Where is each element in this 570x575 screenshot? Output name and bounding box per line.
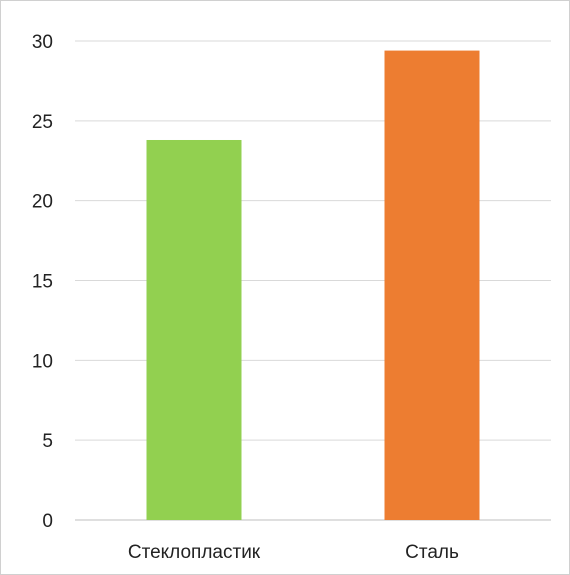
- y-tick-label: 0: [42, 511, 53, 532]
- gridlines: [75, 40, 551, 521]
- y-tick-label: 30: [32, 32, 53, 53]
- bar-1: [146, 139, 242, 520]
- y-tick-label: 20: [32, 192, 53, 213]
- x-category-label: Стеклопластик: [128, 542, 261, 563]
- y-tick-label: 15: [32, 272, 53, 293]
- y-tick-label: 25: [32, 112, 53, 133]
- y-axis-ticks: 0 5 10 15 20 25 30: [32, 32, 53, 532]
- x-axis-categories: Стеклопластик Сталь: [128, 542, 459, 563]
- bar-2: [384, 50, 480, 521]
- bars: [146, 50, 480, 521]
- x-category-label: Сталь: [405, 542, 459, 563]
- y-tick-label: 10: [32, 351, 53, 372]
- y-tick-label: 5: [42, 431, 53, 452]
